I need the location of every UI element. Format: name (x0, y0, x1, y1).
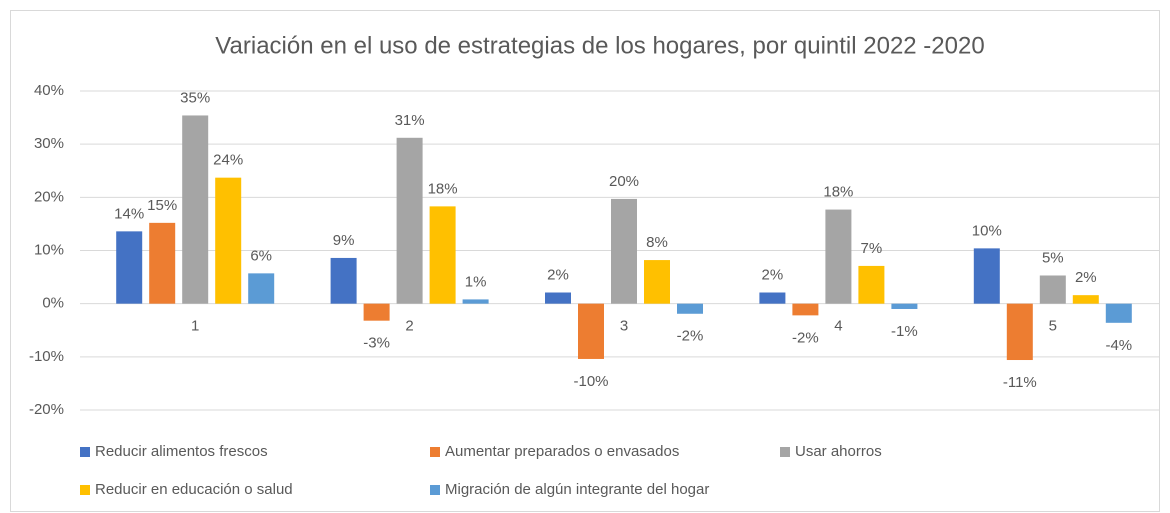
bar (611, 198, 637, 304)
data-label: 18% (428, 180, 458, 197)
bar (677, 303, 703, 314)
data-label: 2% (762, 266, 784, 283)
bar (759, 292, 786, 304)
data-label: 2% (547, 266, 569, 283)
bar (182, 115, 209, 304)
legend-label: Aumentar preparados o envasados (445, 443, 679, 460)
bar (248, 273, 275, 304)
bar (215, 177, 242, 304)
data-label: -2% (677, 328, 704, 345)
x-tick-label: 4 (834, 318, 842, 335)
data-label: 10% (972, 222, 1002, 239)
legend-swatch (430, 447, 440, 457)
bar (891, 303, 918, 309)
bar (1006, 303, 1033, 361)
bar (1072, 295, 1099, 304)
data-label: -3% (363, 335, 390, 352)
y-tick-label: -20% (29, 401, 64, 418)
bar (644, 260, 670, 304)
data-label: 24% (213, 152, 243, 169)
data-label: 2% (1075, 269, 1097, 286)
data-label: 6% (250, 247, 272, 264)
bar (825, 209, 852, 304)
bar (462, 299, 489, 304)
bar (792, 303, 819, 316)
x-tick-label: 1 (191, 318, 199, 335)
data-label: -11% (1003, 374, 1037, 391)
data-label: 9% (333, 232, 355, 249)
data-label: 15% (147, 197, 177, 214)
y-tick-label: 40% (34, 82, 64, 99)
legend-swatch (80, 485, 90, 495)
bar (363, 303, 390, 321)
data-label: 7% (861, 240, 883, 257)
bar (545, 292, 571, 304)
data-label: 1% (465, 273, 487, 290)
bar (973, 248, 1000, 304)
x-tick-label: 2 (405, 318, 413, 335)
legend-label: Migración de algún integrante del hogar (445, 481, 709, 498)
legend-swatch (430, 485, 440, 495)
legend-label: Reducir en educación o salud (95, 481, 293, 498)
y-tick-label: 30% (34, 135, 64, 152)
data-label: 18% (823, 184, 853, 201)
chart-title: Variación en el uso de estrategias de lo… (215, 32, 984, 59)
y-tick-label: 10% (34, 241, 64, 258)
bar (429, 206, 456, 304)
data-label: 8% (646, 234, 668, 251)
x-tick-label: 3 (620, 318, 628, 335)
data-label: 35% (180, 89, 210, 106)
legend-label: Reducir alimentos frescos (95, 443, 268, 460)
legend-swatch (780, 447, 790, 457)
bar (396, 137, 423, 304)
data-label: 20% (609, 173, 639, 190)
y-tick-label: -10% (29, 348, 64, 365)
legend-swatch (80, 447, 90, 457)
data-label: 14% (114, 205, 144, 222)
bar (858, 265, 885, 304)
y-tick-label: 0% (42, 295, 64, 312)
bar (1105, 303, 1132, 323)
bar (578, 303, 604, 359)
data-label: -4% (1105, 337, 1132, 354)
y-tick-label: 20% (34, 188, 64, 205)
data-label: -2% (792, 329, 819, 346)
bar (330, 257, 357, 304)
legend-label: Usar ahorros (795, 443, 882, 460)
x-tick-label: 5 (1049, 318, 1057, 335)
bar (116, 231, 143, 304)
data-label: 5% (1042, 249, 1064, 266)
data-label: -10% (573, 373, 608, 390)
bar (149, 222, 176, 304)
data-label: -1% (891, 323, 918, 340)
data-label: 31% (395, 112, 425, 129)
bar (1039, 275, 1066, 304)
